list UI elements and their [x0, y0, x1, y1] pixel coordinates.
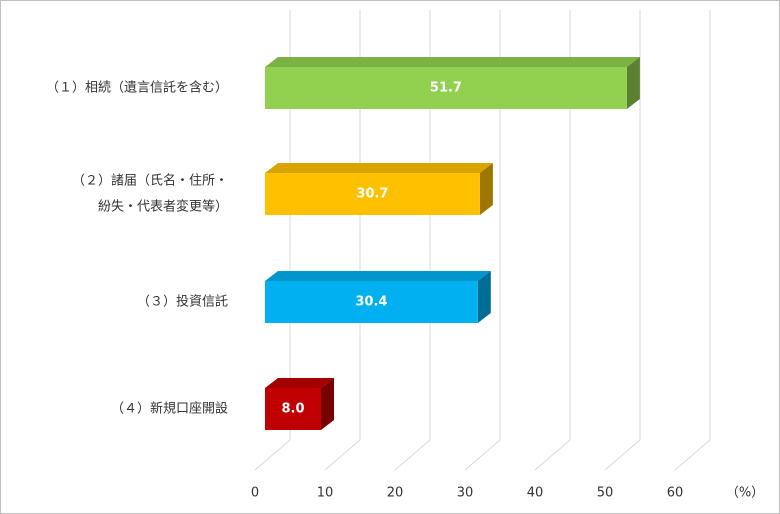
x-tick-label: 50	[597, 486, 614, 501]
floor-grid-line	[534, 439, 571, 471]
bar	[265, 281, 478, 323]
bar-side	[321, 378, 334, 430]
y-tick-label: （１）相続（遺言信託を含む）	[46, 80, 228, 96]
bar	[265, 67, 627, 109]
bar-top	[265, 57, 640, 67]
bar-top	[265, 163, 493, 173]
y-tick-label: （４）新規口座開設	[111, 401, 228, 417]
x-tick-label: 0	[251, 486, 259, 501]
y-tick-label: （３）投資信託	[137, 294, 228, 310]
x-tick-label: 60	[667, 486, 684, 501]
floor-grid-line	[324, 439, 361, 471]
x-tick-label: 20	[387, 486, 404, 501]
value-label: 51.7	[430, 81, 462, 96]
y-tick-label: （２）諸届（氏名・住所・	[72, 173, 228, 189]
bar-top	[265, 378, 334, 388]
x-tick-label: 10	[317, 486, 334, 501]
unit-label: （%）	[726, 486, 764, 501]
y-tick-label: 紛失・代表者変更等）	[98, 199, 228, 215]
bar-side	[477, 271, 491, 323]
bar-side	[479, 163, 493, 215]
value-label: 30.4	[355, 295, 387, 310]
bar-side	[626, 57, 640, 109]
x-tick-label: 30	[457, 486, 474, 501]
x-tick-label: 40	[527, 486, 544, 501]
floor-grid-line	[394, 439, 431, 471]
value-label: 30.7	[356, 187, 388, 202]
value-label: 8.0	[281, 402, 304, 417]
floor-grid-line	[464, 439, 501, 471]
floor-grid-line	[604, 439, 641, 471]
floor-grid-line	[674, 439, 711, 471]
bar	[265, 388, 321, 430]
bar	[265, 173, 480, 215]
bar-top	[265, 271, 491, 281]
floor-grid-line	[254, 439, 291, 471]
